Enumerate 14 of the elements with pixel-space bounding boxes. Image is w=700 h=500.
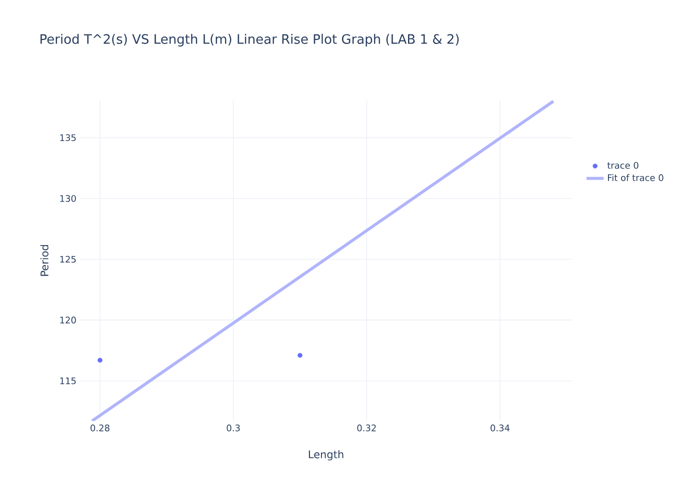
chart-title: Period T^2(s) VS Length L(m) Linear Rise Plot Graph (LAB 1 & 2) — [40, 34, 459, 46]
x-tick-label: 0.34 — [490, 424, 510, 432]
x-tick-label: 0.28 — [90, 424, 110, 432]
y-axis-title: Period — [40, 245, 48, 276]
y-tick-label: 125 — [60, 256, 76, 263]
y-tick-label: 135 — [60, 134, 76, 142]
y-tick-label: 130 — [60, 195, 76, 202]
legend-label: Fit of trace 0 — [608, 174, 664, 182]
y-tick-label: 115 — [60, 378, 76, 384]
x-tick-label: 0.3 — [226, 424, 240, 432]
legend-label: trace 0 — [607, 162, 638, 169]
x-axis-title: Length — [308, 450, 344, 460]
x-tick-label: 0.32 — [357, 424, 376, 432]
y-tick-label: 120 — [60, 316, 76, 324]
